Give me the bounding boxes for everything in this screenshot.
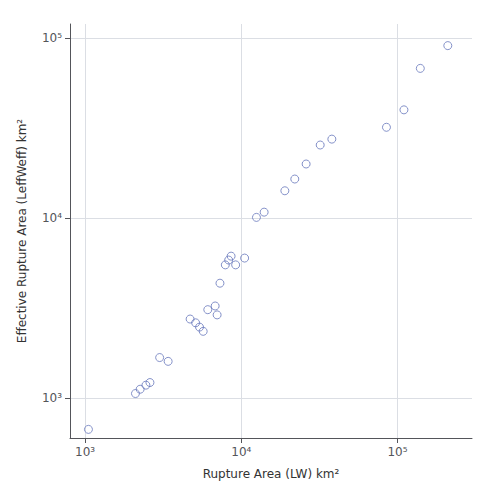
svg-text:Rupture Area (LW) km²: Rupture Area (LW) km²: [203, 467, 340, 481]
svg-text:10³: 10³: [42, 391, 62, 405]
svg-text:Effective Rupture Area (LeffWe: Effective Rupture Area (LeffWeff) km²: [15, 119, 29, 344]
svg-text:10⁴: 10⁴: [231, 445, 251, 459]
svg-text:10³: 10³: [75, 445, 95, 459]
svg-text:10⁵: 10⁵: [42, 31, 62, 45]
svg-text:10⁵: 10⁵: [387, 445, 407, 459]
svg-text:10⁴: 10⁴: [42, 211, 62, 225]
